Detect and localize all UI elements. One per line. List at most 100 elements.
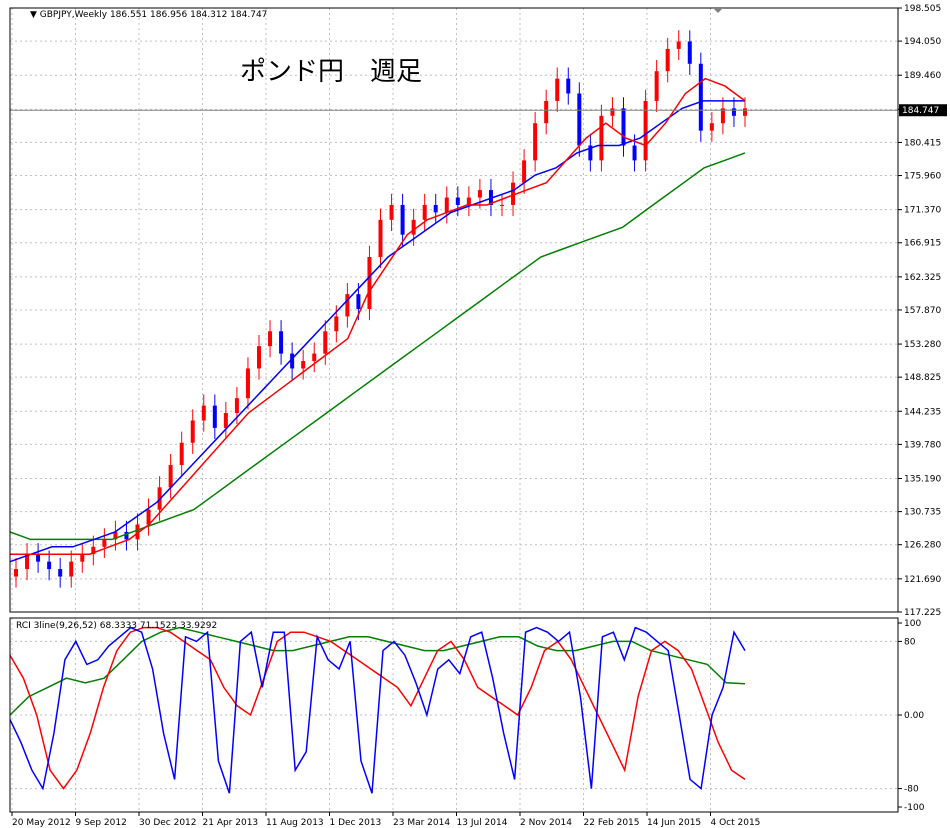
price-tick-label: 189.460 — [904, 71, 941, 81]
candle-body — [367, 256, 372, 309]
price-tick-label: 175.960 — [904, 172, 941, 182]
candle-body — [124, 531, 129, 540]
x-tick-label: 1 Dec 2013 — [330, 818, 382, 828]
candle-body — [257, 346, 261, 369]
candle-body — [179, 442, 184, 466]
candle-body — [731, 108, 736, 116]
candle-body — [201, 405, 206, 421]
candle-body — [102, 539, 107, 547]
x-tick-label: 4 Oct 2015 — [711, 818, 761, 828]
candle-body — [91, 546, 96, 555]
axes: 198.505194.050189.460184.870180.415175.9… — [9, 4, 947, 828]
price-tick-label: 171.370 — [904, 206, 941, 216]
x-tick-label: 23 Mar 2014 — [393, 818, 450, 828]
candle-body — [14, 569, 18, 577]
price-tick-label: 130.735 — [904, 508, 941, 518]
price-tick-label: 198.505 — [904, 4, 941, 14]
x-tick-label: 30 Dec 2012 — [139, 818, 197, 828]
candle-body — [334, 316, 339, 332]
candle-body — [433, 204, 438, 213]
candle-body — [400, 204, 405, 235]
candle-body — [522, 160, 527, 183]
candle-body — [279, 331, 284, 354]
price-tick-label: 139.780 — [904, 440, 941, 450]
candle-body — [389, 204, 394, 220]
candle-body — [588, 145, 593, 161]
price-tick-label: 117.225 — [904, 608, 941, 618]
candle-body — [25, 554, 30, 570]
candle-body — [698, 63, 703, 131]
candle-body — [190, 420, 195, 443]
candle-body — [301, 361, 306, 369]
ma-slow-line — [9, 152, 746, 541]
x-tick-label: 21 Apr 2013 — [203, 818, 259, 828]
candle-body — [577, 93, 582, 146]
candle-body — [643, 100, 648, 161]
candle-body — [743, 108, 747, 116]
candle-body — [245, 368, 250, 399]
rci-tick-label: 80 — [904, 637, 916, 647]
rci-tick-label: 0.00 — [904, 711, 924, 721]
candle-body — [168, 465, 173, 488]
rci-tick-label: 100 — [904, 619, 921, 629]
x-tick-label: 11 Aug 2013 — [266, 818, 324, 828]
current-price-label: 184.747 — [902, 106, 939, 116]
candle-body — [36, 554, 41, 562]
candle-body — [500, 204, 504, 206]
candle-body — [466, 197, 471, 205]
x-tick-label: 2 Nov 2014 — [520, 818, 572, 828]
rci-frame — [9, 617, 899, 813]
candle-body — [709, 123, 714, 131]
candle-body — [566, 78, 571, 94]
rci-mid-line — [9, 626, 746, 790]
rci-tick-label: -80 — [904, 785, 919, 795]
candle-body — [555, 78, 560, 101]
labels: ▼ GBPJPY,Weekly 186.551 186.956 184.312 … — [16, 10, 422, 631]
price-tick-label: 135.190 — [904, 475, 941, 485]
candle-body — [323, 331, 328, 354]
candle-body — [268, 331, 273, 347]
price-frame — [9, 7, 899, 613]
candle-body — [212, 405, 217, 428]
candle-body — [720, 108, 725, 124]
x-tick-label: 9 Sep 2012 — [76, 818, 127, 828]
x-tick-label: 14 Jun 2015 — [647, 818, 701, 828]
candle-body — [356, 294, 361, 309]
candle-body — [80, 554, 85, 562]
candle-body — [47, 561, 52, 570]
candle-body — [290, 353, 295, 369]
rci-short-line — [9, 626, 746, 794]
candle-body — [455, 197, 460, 205]
candle-body — [676, 41, 681, 49]
candle-body — [511, 182, 516, 205]
rci-panel — [9, 626, 746, 794]
price-tick-label: 162.325 — [904, 273, 941, 283]
candle-body — [665, 48, 670, 72]
candle-body — [444, 197, 449, 213]
x-tick-label: 13 Jul 2014 — [457, 818, 508, 828]
price-panel — [9, 30, 898, 588]
candle-body — [223, 413, 228, 428]
candle-body — [69, 561, 74, 577]
candle-body — [533, 123, 538, 161]
price-tick-label: 180.415 — [904, 138, 941, 148]
candle-body — [234, 398, 239, 414]
chart-overlay-title: ポンド円 週足 — [240, 57, 422, 87]
price-tick-label: 144.235 — [904, 407, 941, 417]
candle-body — [621, 108, 626, 146]
rci-tick-label: -100 — [904, 803, 925, 813]
gridlines — [10, 7, 898, 812]
current-price-tag — [899, 104, 947, 117]
price-tick-label: 121.690 — [904, 575, 941, 585]
candle-body — [58, 569, 63, 577]
candle-body — [422, 204, 427, 220]
candle-body — [599, 115, 604, 161]
candle-body — [135, 524, 140, 540]
candle-body — [687, 41, 692, 64]
price-tick-label: 148.825 — [904, 373, 941, 383]
rci-long-line — [9, 626, 746, 716]
candle-body — [654, 71, 659, 101]
candle-body — [411, 219, 416, 235]
candle-body — [610, 108, 615, 116]
